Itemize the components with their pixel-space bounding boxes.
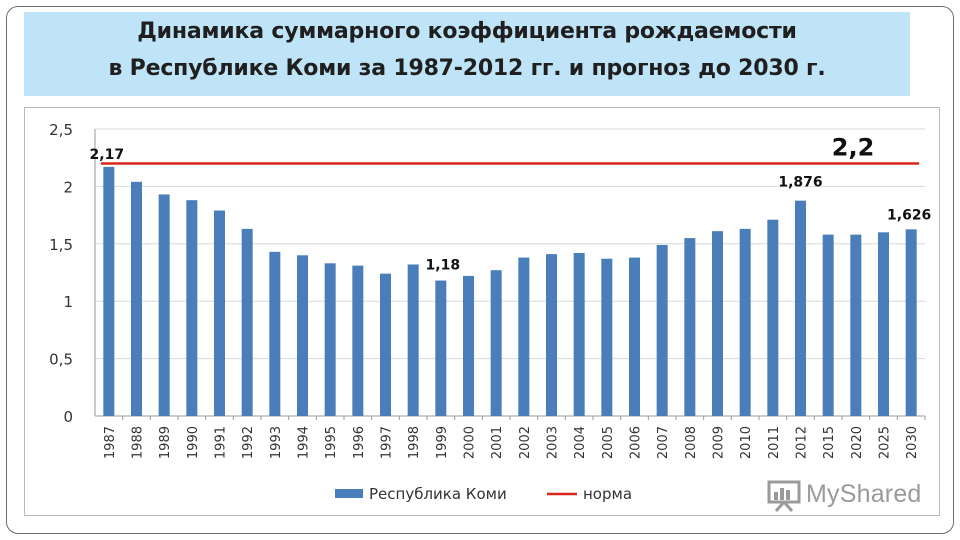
x-tick-label: 1998	[407, 426, 422, 459]
x-tick-label: 1987	[103, 426, 118, 459]
x-tick-label: 1990	[186, 426, 201, 459]
bar	[795, 200, 806, 416]
y-tick-label: 0	[63, 408, 73, 426]
data-label: 2,17	[90, 147, 125, 163]
x-tick-label: 1991	[214, 426, 229, 459]
bar	[629, 257, 640, 416]
legend-label-norma: норма	[583, 485, 632, 503]
bar	[546, 254, 557, 416]
x-tick-label: 2012	[795, 426, 810, 459]
bar	[324, 263, 336, 416]
bar	[131, 181, 142, 416]
bar	[656, 244, 668, 416]
legend-swatch-bars	[335, 489, 363, 498]
bar	[850, 234, 862, 416]
bar	[822, 234, 834, 416]
x-tick-label: 1993	[269, 426, 284, 459]
x-tick-label: 2020	[850, 426, 865, 459]
data-label: 1,876	[778, 175, 822, 191]
bar	[407, 264, 419, 416]
bar	[269, 251, 281, 416]
bar	[103, 166, 115, 416]
x-tick-label: 1999	[435, 426, 450, 459]
bar	[158, 194, 170, 416]
title-band	[24, 12, 910, 96]
x-tick-label: 1992	[241, 426, 256, 459]
watermark-text: MyShared	[806, 480, 922, 508]
bar	[214, 210, 225, 416]
bar	[352, 265, 364, 416]
presentation-board-icon	[767, 480, 801, 512]
x-tick-label: 1995	[324, 426, 339, 459]
bar	[712, 231, 723, 416]
x-tick-label: 1994	[297, 426, 312, 459]
x-tick-label: 1997	[380, 426, 395, 459]
bar	[380, 273, 391, 416]
x-tick-label: 2004	[573, 426, 588, 459]
bar	[767, 219, 779, 416]
x-tick-label: 1996	[352, 426, 367, 459]
data-label: 1,18	[426, 258, 461, 274]
bar	[186, 200, 198, 416]
data-label: 1,626	[887, 207, 931, 223]
bar	[241, 228, 253, 416]
x-tick-label: 2006	[629, 426, 644, 459]
y-tick-label: 2	[63, 178, 73, 196]
x-tick-label: 1989	[158, 426, 173, 459]
birth-rate-chart: 0 0,5 1 1,5 2 2,5 1987 1988 1989 1990 1991 1992 1993…	[49, 121, 931, 503]
bar	[463, 275, 474, 416]
x-tick-label: 2015	[822, 426, 837, 459]
page-title-line-2: в Республике Коми за 1987-2012 гг. и про…	[108, 56, 826, 81]
norma-data-label: 2,2	[832, 133, 875, 161]
bar	[601, 258, 613, 416]
bar	[518, 257, 530, 416]
x-tick-label: 2007	[656, 426, 671, 459]
page-title-line-1: Динамика суммарного коэффициента рождаем…	[137, 19, 797, 44]
x-tick-label: 2005	[601, 426, 616, 459]
x-tick-label: 2001	[490, 426, 505, 459]
x-tick-label: 2008	[684, 426, 699, 459]
bar	[490, 270, 502, 416]
x-tick-label: 2002	[518, 426, 533, 459]
x-tick-label: 2030	[905, 426, 920, 459]
x-tick-label: 2003	[546, 426, 561, 459]
watermark-logo: MyShared	[766, 478, 936, 512]
chart-panel: 0 0,5 1 1,5 2 2,5 1987 1988 1989 1990 1991 1992 1993…	[24, 107, 940, 516]
y-tick-label: 2,5	[49, 121, 73, 139]
x-tick-label: 1988	[131, 426, 146, 459]
bar	[573, 252, 585, 416]
legend-label-bars: Республика Коми	[369, 485, 507, 503]
y-tick-label: 1	[63, 293, 73, 311]
bar	[905, 229, 917, 416]
y-tick-label: 1,5	[49, 236, 73, 254]
bar	[878, 232, 889, 416]
x-tick-label: 2000	[463, 426, 478, 459]
bar	[297, 255, 308, 416]
bar	[739, 228, 751, 416]
bar	[435, 280, 447, 416]
y-tick-label: 0,5	[49, 351, 73, 369]
x-tick-label: 2011	[767, 426, 782, 459]
bar	[684, 238, 696, 416]
x-tick-label: 2010	[739, 426, 754, 459]
x-tick-label: 2009	[712, 426, 727, 459]
x-tick-label: 2025	[878, 426, 893, 459]
